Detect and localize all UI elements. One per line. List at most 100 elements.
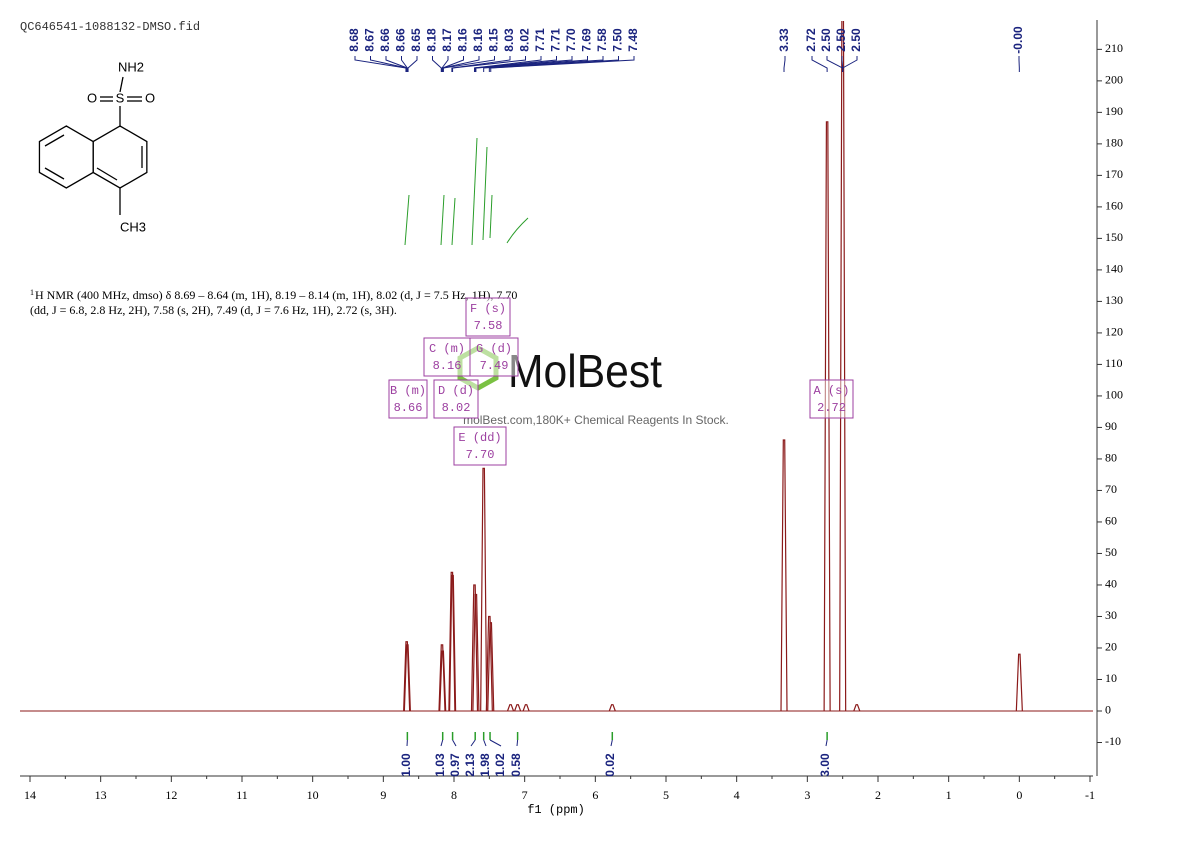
- peak: [403, 644, 411, 712]
- x-tick-label: 11: [236, 788, 248, 802]
- integral-leader: [610, 739, 613, 747]
- peak-label: 8.16: [471, 28, 485, 52]
- x-tick-label: 8: [451, 788, 457, 802]
- peak-label-leader: [432, 56, 442, 72]
- x-tick-label: 7: [522, 788, 528, 802]
- atom-label: CH3: [120, 219, 146, 234]
- y-tick-label: 60: [1105, 514, 1117, 528]
- multiplet-label: B (m): [390, 384, 426, 398]
- x-tick-label: 13: [95, 788, 107, 802]
- multiplet-shift: 8.66: [394, 401, 423, 415]
- annotation: H NMR (400 MHz, dmso) δ 8.69 – 8.64 (m, …: [35, 288, 517, 302]
- y-tick-label: 30: [1105, 608, 1117, 622]
- peak: [439, 650, 447, 712]
- integral-leader: [440, 739, 444, 747]
- peak: [448, 574, 457, 711]
- multiplet-shift: 7.49: [480, 359, 509, 373]
- watermark-tagline: molBest.com,180K+ Chemical Reagents In S…: [463, 413, 729, 427]
- multiplet-box: [469, 337, 519, 377]
- integral-label: 0.02: [603, 753, 617, 777]
- multiplet-shift: 8.02: [442, 401, 471, 415]
- multiplet-label: F (s): [470, 302, 506, 316]
- watermark-brand: MolBest: [508, 345, 662, 397]
- peak-label-leader: [473, 56, 557, 72]
- x-tick-label: 5: [663, 788, 669, 802]
- peak-label: 3.33: [777, 28, 791, 52]
- integral-label: 2.13: [463, 753, 477, 777]
- multiplet-box: [809, 379, 854, 419]
- y-tick-label: 80: [1105, 451, 1117, 465]
- peak: [506, 704, 515, 712]
- atom-label: O: [145, 90, 155, 105]
- peak-label-leader: [783, 56, 786, 72]
- multiplet-label: D (d): [438, 384, 474, 398]
- peak-label: 8.67: [363, 28, 377, 52]
- y-tick-label: 210: [1105, 41, 1123, 55]
- y-tick-label: 50: [1105, 545, 1117, 559]
- multiplet-label: E (dd): [458, 431, 501, 445]
- peak-label: 7.71: [549, 28, 563, 52]
- peak-label-leader: [475, 56, 588, 72]
- peak-label: 7.48: [626, 28, 640, 52]
- integral-leader: [483, 739, 487, 747]
- peak-label: 7.71: [533, 28, 547, 52]
- y-tick-label: 90: [1105, 419, 1117, 433]
- peak-label: 7.58: [595, 28, 609, 52]
- x-tick-label: 2: [875, 788, 881, 802]
- integral-label: 3.00: [818, 753, 832, 777]
- multiplet-label: G (d): [476, 342, 512, 356]
- atom-label: O: [87, 90, 97, 105]
- y-tick-label: 110: [1105, 356, 1123, 370]
- peak: [853, 704, 861, 712]
- peak-label: 8.15: [487, 28, 501, 52]
- peak-label: 8.03: [502, 28, 516, 52]
- peak-label-leader: [483, 56, 604, 72]
- integral-label: 1.03: [433, 753, 447, 777]
- peak-label: 2.50: [819, 28, 833, 52]
- x-tick-label: 6: [592, 788, 598, 802]
- peak: [839, 21, 847, 711]
- multiplet-shift: 7.70: [466, 448, 495, 462]
- multiplet-label: C (m): [429, 342, 465, 356]
- integral-leader: [489, 739, 502, 747]
- integral-leader: [516, 739, 519, 747]
- y-tick-label: 10: [1105, 671, 1117, 685]
- peak-label: 8.17: [440, 28, 454, 52]
- multiplet-box: [453, 426, 507, 466]
- y-tick-label: 0: [1105, 703, 1111, 717]
- atom-label: S: [116, 90, 125, 105]
- integral-trace: [404, 137, 529, 246]
- peak: [403, 641, 411, 712]
- peak-label-leader: [811, 56, 828, 72]
- peak: [470, 584, 479, 711]
- file-title: QC646541-1088132-DMSO.fid: [20, 20, 200, 34]
- integral-leader: [470, 739, 476, 747]
- x-tick-label: -1: [1085, 788, 1095, 802]
- y-tick-label: 40: [1105, 577, 1117, 591]
- peak-label: 8.68: [347, 28, 361, 52]
- peak-label: -0.00: [1011, 26, 1025, 54]
- peak-label: 8.66: [394, 28, 408, 52]
- integral-label: 0.58: [509, 753, 523, 777]
- y-tick-label: 120: [1105, 325, 1123, 339]
- y-tick-label: 100: [1105, 388, 1123, 402]
- annotation-sup: 1: [30, 288, 34, 297]
- peak-label-leader: [451, 56, 511, 72]
- integral-label: 1.98: [478, 753, 492, 777]
- y-tick-label: -10: [1105, 734, 1121, 748]
- y-tick-label: 190: [1105, 104, 1123, 118]
- multiplet-label: A (s): [813, 384, 849, 398]
- peak-label-leader: [370, 56, 408, 72]
- peak-label: 2.50: [849, 28, 863, 52]
- peak: [514, 704, 522, 712]
- integral-leader: [452, 739, 457, 747]
- peak: [1015, 653, 1023, 712]
- peak-label-leader: [474, 56, 573, 72]
- x-tick-label: 10: [307, 788, 319, 802]
- y-tick-label: 20: [1105, 640, 1117, 654]
- peak-label-leader: [826, 56, 844, 72]
- y-tick-label: 180: [1105, 136, 1123, 150]
- peak-label: 7.70: [564, 28, 578, 52]
- peak: [608, 704, 616, 712]
- peak: [448, 571, 456, 711]
